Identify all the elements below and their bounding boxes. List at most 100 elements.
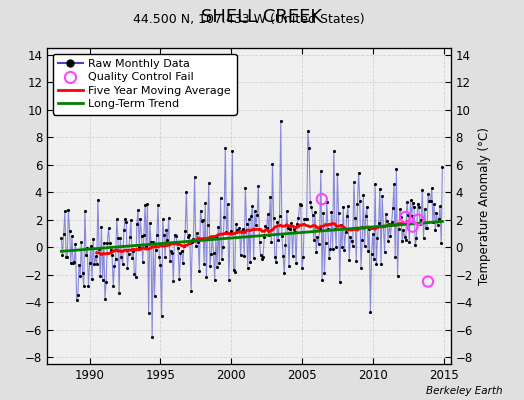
- Point: [271, 254, 279, 260]
- Point: [411, 242, 419, 248]
- Point: [380, 248, 389, 255]
- Point: [114, 235, 122, 241]
- Point: [340, 247, 348, 253]
- Point: [211, 276, 219, 283]
- Point: [182, 189, 191, 196]
- Point: [112, 256, 120, 262]
- Point: [250, 208, 259, 214]
- Point: [297, 202, 305, 208]
- Point: [304, 128, 312, 135]
- Point: [260, 234, 268, 241]
- Point: [409, 199, 417, 206]
- Point: [193, 230, 201, 236]
- Point: [110, 263, 118, 269]
- Point: [115, 290, 123, 296]
- Point: [354, 170, 363, 176]
- Point: [395, 226, 403, 232]
- Point: [147, 239, 155, 245]
- Point: [203, 221, 212, 228]
- Point: [188, 238, 196, 245]
- Point: [377, 260, 385, 267]
- Point: [437, 240, 445, 246]
- Point: [209, 249, 217, 256]
- Point: [181, 228, 189, 234]
- Point: [118, 261, 127, 268]
- Point: [282, 208, 291, 214]
- Point: [363, 204, 371, 210]
- Point: [333, 170, 342, 177]
- Point: [376, 186, 384, 192]
- Point: [278, 233, 286, 239]
- Point: [400, 234, 409, 240]
- Point: [89, 236, 97, 242]
- Point: [267, 238, 276, 245]
- Point: [189, 236, 198, 243]
- Text: SHELL CREEK: SHELL CREEK: [201, 8, 323, 26]
- Point: [283, 225, 292, 231]
- Point: [419, 235, 428, 242]
- Point: [293, 220, 301, 227]
- Point: [170, 232, 179, 238]
- Point: [323, 199, 331, 205]
- Point: [142, 242, 150, 249]
- Point: [353, 201, 362, 207]
- Point: [265, 232, 273, 238]
- Point: [75, 262, 83, 268]
- Point: [302, 216, 311, 222]
- Point: [279, 253, 287, 259]
- Point: [312, 248, 320, 255]
- Point: [82, 252, 90, 258]
- Point: [370, 256, 378, 263]
- Point: [90, 261, 99, 268]
- Point: [200, 261, 208, 267]
- Point: [290, 226, 298, 232]
- Point: [385, 221, 394, 227]
- Y-axis label: Temperature Anomaly (°C): Temperature Anomaly (°C): [478, 127, 492, 285]
- Point: [378, 193, 386, 199]
- Point: [176, 250, 184, 256]
- Point: [154, 202, 162, 208]
- Point: [77, 238, 85, 245]
- Point: [62, 254, 70, 260]
- Point: [326, 246, 334, 252]
- Point: [85, 260, 94, 266]
- Point: [143, 200, 151, 207]
- Point: [234, 228, 243, 234]
- Point: [86, 243, 95, 249]
- Point: [417, 217, 425, 223]
- Point: [277, 118, 285, 124]
- Point: [368, 230, 377, 237]
- Point: [101, 296, 109, 302]
- Point: [240, 252, 248, 259]
- Point: [231, 269, 239, 276]
- Point: [332, 244, 341, 250]
- Point: [348, 242, 357, 249]
- Point: [361, 243, 369, 249]
- Point: [159, 216, 167, 223]
- Point: [107, 247, 115, 254]
- Point: [219, 244, 227, 250]
- Point: [113, 216, 121, 222]
- Point: [226, 230, 234, 236]
- Point: [178, 248, 186, 254]
- Point: [242, 221, 250, 228]
- Point: [408, 213, 416, 219]
- Point: [71, 241, 80, 247]
- Point: [70, 259, 79, 266]
- Point: [249, 254, 258, 261]
- Point: [416, 220, 424, 227]
- Point: [292, 260, 300, 266]
- Point: [351, 214, 359, 221]
- Point: [133, 221, 141, 228]
- Point: [208, 234, 216, 240]
- Point: [430, 201, 438, 208]
- Point: [314, 241, 323, 247]
- Point: [152, 231, 161, 238]
- Point: [403, 199, 411, 205]
- Point: [239, 226, 247, 233]
- Point: [160, 232, 168, 238]
- Point: [394, 273, 402, 279]
- Point: [123, 265, 132, 271]
- Point: [150, 293, 159, 299]
- Point: [108, 252, 116, 258]
